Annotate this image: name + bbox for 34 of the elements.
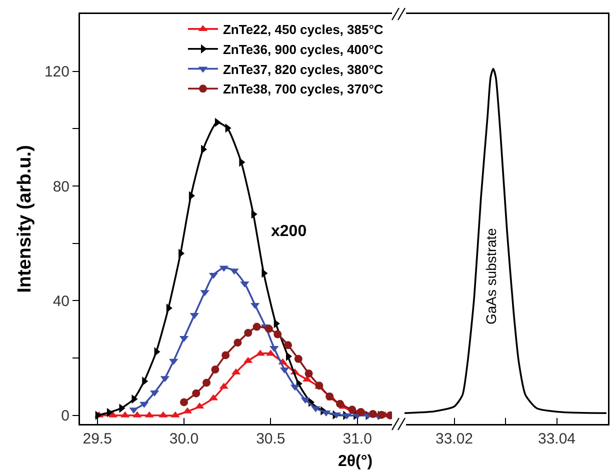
legend-label: ZnTe36, 900 cycles, 400°C (222, 42, 384, 57)
point (356, 408, 365, 416)
x-tick-label: 31.0 (342, 430, 372, 448)
point (284, 341, 292, 350)
x-tick-label: 33.02 (435, 430, 474, 448)
x-tick-label: 30.5 (256, 430, 286, 448)
point (304, 370, 313, 378)
x-tick-label: 29.5 (82, 430, 112, 448)
y-tick-label: 120 (44, 64, 70, 81)
point (202, 378, 211, 387)
annotation: GaAs substrate (482, 228, 499, 325)
legend-label: ZnTe37, 820 cycles, 380°C (222, 62, 384, 77)
legend-label: ZnTe38, 700 cycles, 370°C (222, 82, 384, 97)
point (264, 324, 273, 333)
point (252, 322, 261, 331)
y-tick-label: 80 (52, 178, 70, 196)
legend-label: ZnTe22, 450 cycles, 385°C (222, 22, 384, 38)
point (211, 366, 220, 374)
y-axis-title: Intensity (arb.u.) (14, 145, 36, 293)
point (180, 398, 188, 406)
annotation: x200 (271, 223, 307, 240)
x-tick-label: 30.0 (169, 430, 199, 448)
point (192, 389, 200, 398)
point (336, 400, 344, 408)
point (234, 338, 242, 347)
x-axis-title: 2θ(°) (338, 453, 373, 470)
y-tick-label: 0 (61, 408, 70, 425)
y-tick-label: 40 (52, 292, 70, 310)
point (244, 328, 252, 337)
x-tick-label: 33.04 (538, 430, 576, 448)
point (274, 330, 282, 338)
point (294, 354, 302, 363)
point (222, 351, 230, 360)
point (368, 410, 377, 418)
